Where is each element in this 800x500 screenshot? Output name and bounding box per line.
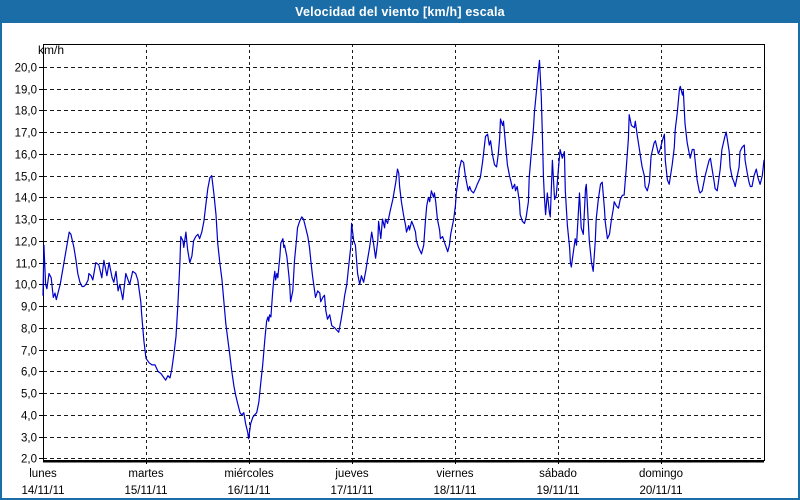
gridlines [43,44,764,460]
y-tick-label: 3,0 [21,433,37,445]
day-name-label: martes [128,468,163,480]
y-tick-label: 11,0 [15,259,37,271]
day-date-label: 15/11/11 [124,485,167,497]
day-name-label: viernes [436,468,473,480]
x-axis-labels: lunes 14/11/11 martes 15/11/11 miércoles 16/1… [21,468,683,497]
day-date-label: 14/11/11 [21,485,64,497]
y-tick-label: 4,0 [21,411,37,423]
y-axis-unit-label: km/h [38,43,64,57]
day-date-label: 17/11/11 [330,485,373,497]
wind-speed-series [42,59,765,440]
y-tick-label: 20,0 [15,63,37,75]
y-tick-label: 12,0 [15,237,37,249]
day-name-label: lunes [29,468,57,480]
y-tick-label: 7,0 [21,346,37,358]
y-tick-label: 16,0 [15,150,37,162]
y-tick-label: 6,0 [21,367,37,379]
y-tick-label: 9,0 [21,302,37,314]
day-name-label: miércoles [224,468,273,480]
plot-frame [39,44,765,464]
y-tick-label: 10,0 [15,280,37,292]
title-bar: Velocidad del viento [km/h] escala [2,2,798,23]
day-date-label: 20/11/11 [639,485,682,497]
day-name-label: sábado [539,468,577,480]
window-title: Velocidad del viento [km/h] escala [295,5,505,19]
y-tick-label: 13,0 [15,215,37,227]
day-date-label: 16/11/11 [227,485,270,497]
y-tick-label: 14,0 [15,193,37,205]
y-tick-label: 2,0 [21,454,37,466]
day-date-label: 19/11/11 [536,485,579,497]
day-name-label: jueves [334,468,368,480]
y-tick-label: 18,0 [15,106,37,118]
y-tick-label: 17,0 [15,128,37,140]
y-axis-labels: 20,0 19,0 18,0 17,0 16,0 15,0 14,0 13,0 12,0 11,0… [15,43,64,466]
y-tick-label: 8,0 [21,324,37,336]
y-tick-label: 19,0 [15,85,37,97]
plot-border [43,44,765,461]
y-tick-label: 5,0 [21,389,37,401]
day-name-label: domingo [639,468,683,480]
day-date-label: 18/11/11 [433,485,476,497]
wind-speed-line [42,59,765,440]
y-tick-label: 15,0 [15,172,37,184]
